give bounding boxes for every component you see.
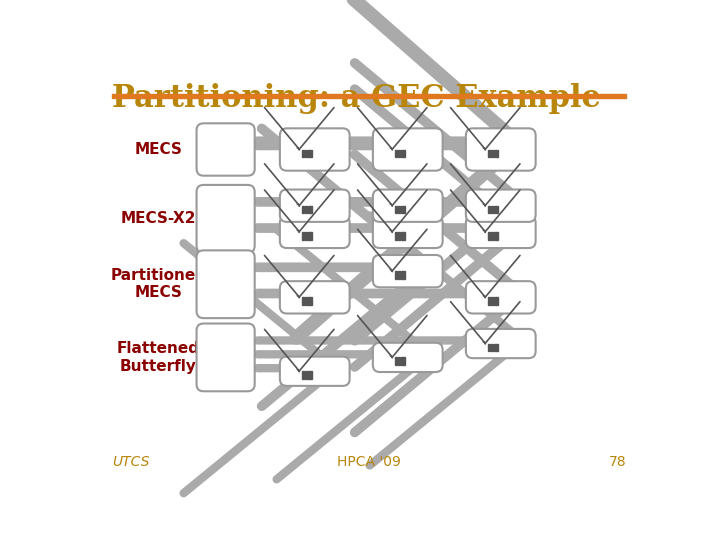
Bar	[491, 343, 493, 351]
Bar	[305, 298, 307, 305]
Bar	[398, 357, 400, 365]
Bar	[302, 298, 305, 305]
Bar	[395, 206, 397, 213]
Bar	[401, 206, 402, 213]
FancyBboxPatch shape	[373, 215, 443, 248]
Bar	[491, 298, 493, 305]
Bar	[310, 150, 312, 157]
FancyBboxPatch shape	[280, 356, 350, 386]
Text: UTCS: UTCS	[112, 455, 149, 469]
Bar	[491, 206, 493, 213]
FancyBboxPatch shape	[466, 281, 536, 314]
Bar	[310, 206, 312, 213]
Bar	[494, 298, 495, 305]
Bar	[398, 206, 400, 213]
Bar	[302, 206, 305, 213]
Bar	[401, 357, 402, 365]
Text: 78: 78	[608, 455, 626, 469]
FancyBboxPatch shape	[280, 215, 350, 248]
FancyBboxPatch shape	[466, 215, 536, 248]
Bar	[401, 150, 402, 157]
Bar	[403, 232, 405, 240]
FancyBboxPatch shape	[466, 329, 536, 358]
Text: Flattened
Butterfly: Flattened Butterfly	[117, 341, 199, 374]
Text: MECS-X2: MECS-X2	[120, 211, 196, 226]
Bar	[488, 298, 490, 305]
Bar	[497, 298, 498, 305]
Bar	[310, 232, 312, 240]
Bar	[488, 232, 490, 240]
Bar	[398, 232, 400, 240]
Bar	[310, 298, 312, 305]
FancyBboxPatch shape	[373, 190, 443, 222]
Bar	[302, 232, 305, 240]
Bar	[112, 94, 626, 98]
FancyBboxPatch shape	[373, 129, 443, 171]
Bar	[497, 232, 498, 240]
Bar	[497, 343, 498, 351]
Bar	[305, 232, 307, 240]
Bar	[395, 271, 397, 279]
FancyBboxPatch shape	[373, 255, 443, 287]
Bar	[497, 206, 498, 213]
Bar	[398, 150, 400, 157]
Bar	[305, 150, 307, 157]
Text: HPCA '09: HPCA '09	[337, 455, 401, 469]
Text: MECS: MECS	[134, 142, 182, 157]
Bar	[305, 206, 307, 213]
FancyBboxPatch shape	[197, 185, 255, 253]
Bar	[497, 150, 498, 157]
Bar	[494, 232, 495, 240]
FancyBboxPatch shape	[466, 129, 536, 171]
Bar	[398, 271, 400, 279]
Bar	[488, 343, 490, 351]
Bar	[310, 372, 312, 379]
Bar	[302, 372, 305, 379]
Bar	[395, 357, 397, 365]
Bar	[403, 271, 405, 279]
Bar	[401, 232, 402, 240]
Bar	[488, 206, 490, 213]
Bar	[403, 150, 405, 157]
Bar	[395, 232, 397, 240]
Bar	[307, 150, 310, 157]
FancyBboxPatch shape	[280, 190, 350, 222]
Text: Partitioned
MECS: Partitioned MECS	[110, 268, 206, 300]
Bar	[401, 271, 402, 279]
Bar	[403, 206, 405, 213]
FancyBboxPatch shape	[197, 323, 255, 392]
FancyBboxPatch shape	[197, 251, 255, 318]
Bar	[307, 232, 310, 240]
Bar	[494, 150, 495, 157]
FancyBboxPatch shape	[466, 190, 536, 222]
Bar	[305, 372, 307, 379]
Bar	[494, 343, 495, 351]
FancyBboxPatch shape	[373, 343, 443, 372]
Bar	[307, 298, 310, 305]
Bar	[494, 206, 495, 213]
Bar	[302, 150, 305, 157]
FancyBboxPatch shape	[197, 123, 255, 176]
Bar	[403, 357, 405, 365]
Bar	[307, 206, 310, 213]
Bar	[395, 150, 397, 157]
FancyBboxPatch shape	[280, 129, 350, 171]
Bar	[307, 372, 310, 379]
Bar	[488, 150, 490, 157]
Bar	[491, 150, 493, 157]
Bar	[491, 232, 493, 240]
FancyBboxPatch shape	[280, 281, 350, 314]
Text: Partitioning: a GEC Example: Partitioning: a GEC Example	[112, 83, 600, 113]
